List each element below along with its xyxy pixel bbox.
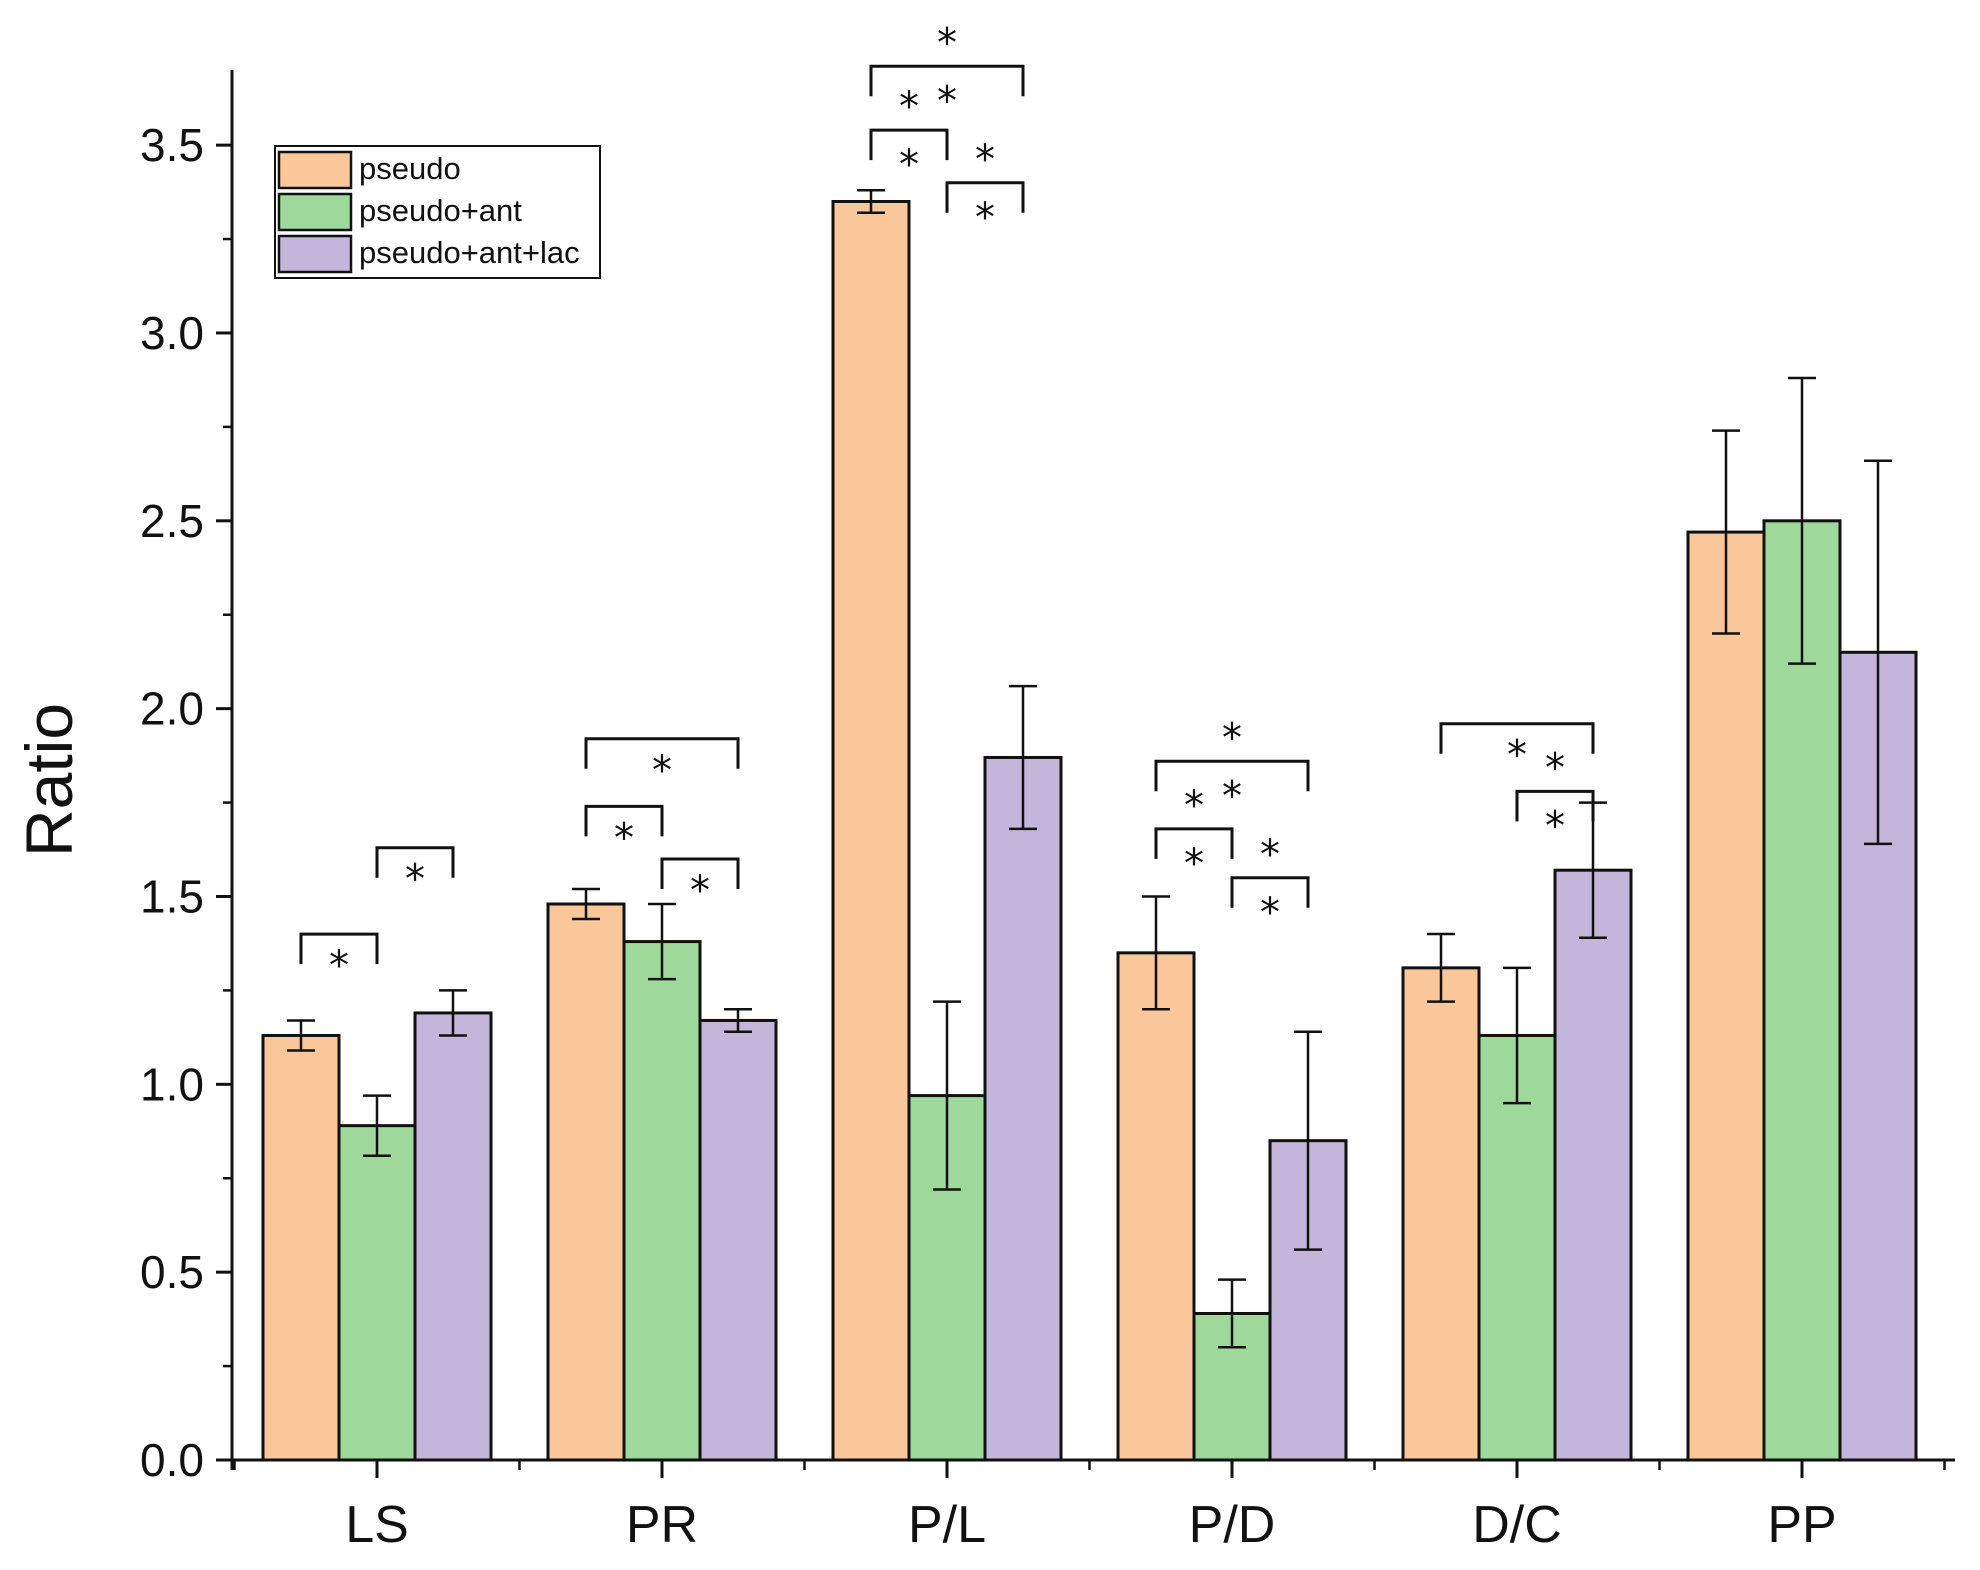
error-bar (1427, 932, 1455, 1003)
legend-item: pseudo+ant (277, 192, 522, 232)
error-bar (1218, 1278, 1246, 1349)
significance-bracket: ** (1154, 715, 1310, 819)
significance-label: * (405, 857, 425, 903)
significance-label: * (937, 78, 957, 124)
significance-bracket: * (375, 846, 455, 903)
error-bar (1009, 684, 1037, 831)
y-axis-title: Ratio (12, 703, 86, 857)
bar-D/C-pseudo (1401, 966, 1481, 1462)
y-tick-label: 1.5 (140, 870, 204, 922)
legend-label: pseudo+ant (359, 193, 522, 228)
significance-label: * (1222, 715, 1242, 761)
error-bar (1294, 1030, 1322, 1251)
significance-label: * (690, 868, 710, 914)
significance-label: * (937, 20, 957, 66)
significance-label: * (1222, 773, 1242, 819)
error-bar (857, 188, 885, 215)
significance-label: * (1260, 832, 1280, 878)
bar-LS-pseudo+ant (337, 1124, 417, 1462)
legend-item: pseudo (277, 150, 461, 190)
error-bar (287, 1019, 315, 1052)
significance-label: * (652, 748, 672, 794)
bar-LS-pseudo (261, 1033, 341, 1462)
y-tick-label: 2.0 (140, 683, 204, 735)
significance-label: * (975, 137, 995, 183)
legend-swatch (277, 234, 353, 274)
error-bar (1864, 459, 1892, 846)
bar-P/L-pseudo (831, 199, 911, 1462)
error-bar (363, 1094, 391, 1157)
x-tick-label: PP (1767, 1496, 1836, 1554)
significance-bracket: * (660, 857, 740, 914)
significance-bracket: ** (1154, 783, 1234, 887)
bar-P/L-pseudo+ant+lac (983, 755, 1063, 1462)
y-tick-label: 1.0 (140, 1058, 204, 1110)
legend-item: pseudo+ant+lac (277, 234, 580, 274)
bar-PR-pseudo+ant+lac (698, 1018, 778, 1462)
bar-PR-pseudo (546, 902, 626, 1462)
legend-label: pseudo (359, 151, 461, 186)
significance-bracket: ** (1515, 745, 1595, 849)
x-tick-label: P/D (1189, 1496, 1276, 1554)
significance-label: * (329, 943, 349, 989)
bar-PP-pseudo (1686, 530, 1766, 1462)
x-tick-label: PR (626, 1496, 698, 1554)
significance-label: * (1507, 733, 1527, 779)
error-bar (439, 989, 467, 1037)
significance-bracket: ** (1230, 832, 1310, 936)
legend-swatch (277, 150, 353, 190)
x-tick-label: LS (345, 1496, 409, 1554)
y-tick-label: 3.0 (140, 307, 204, 359)
significance-layer: ******* ****** ******* (299, 20, 1595, 989)
error-bar (724, 1007, 752, 1033)
significance-bracket: ** (869, 84, 949, 188)
error-bars-layer (287, 188, 1892, 1349)
error-bar (1788, 376, 1816, 665)
error-bar (1503, 966, 1531, 1105)
legend: pseudo pseudo+ant pseudo+ant+lac (274, 145, 601, 279)
significance-label: * (1184, 783, 1204, 829)
significance-bracket: * (299, 932, 379, 989)
x-tick-label: D/C (1472, 1496, 1562, 1554)
legend-label: pseudo+ant+lac (359, 235, 580, 270)
axes-layer: 0.0 0.5 1.0 1.5 2.0 2.5 3.0 3.5 LS PR P/L P/D D/C PP (140, 70, 1955, 1554)
x-tick-label: P/L (908, 1496, 986, 1554)
significance-label: * (899, 84, 919, 130)
y-tick-label: 2.5 (140, 495, 204, 547)
error-bar (933, 1000, 961, 1191)
significance-label: * (899, 142, 919, 188)
y-tick-label: 0.5 (140, 1246, 204, 1298)
significance-bracket: ** (945, 137, 1025, 241)
error-bar (648, 902, 676, 981)
significance-label: * (1184, 841, 1204, 887)
significance-label: * (1545, 745, 1565, 791)
error-bar (1712, 429, 1740, 635)
bars-layer (261, 199, 1918, 1462)
bar-D/C-pseudo+ant+lac (1553, 868, 1633, 1462)
significance-label: * (1260, 890, 1280, 936)
error-bar (572, 887, 600, 921)
significance-bracket: * (1439, 722, 1595, 779)
significance-label: * (1545, 803, 1565, 849)
y-tick-label: 0.0 (140, 1434, 204, 1486)
significance-bracket: * (584, 737, 740, 794)
bar-P/D-pseudo (1116, 951, 1196, 1462)
significance-label: * (614, 815, 634, 861)
error-bar (1142, 895, 1170, 1011)
significance-label: * (975, 195, 995, 241)
significance-bracket: * (584, 804, 664, 861)
legend-swatch (277, 192, 353, 232)
bar-LS-pseudo+ant+lac (413, 1011, 493, 1462)
bar-PR-pseudo+ant (622, 940, 702, 1462)
significance-bracket: ** (869, 20, 1025, 124)
y-tick-label: 3.5 (140, 119, 204, 171)
